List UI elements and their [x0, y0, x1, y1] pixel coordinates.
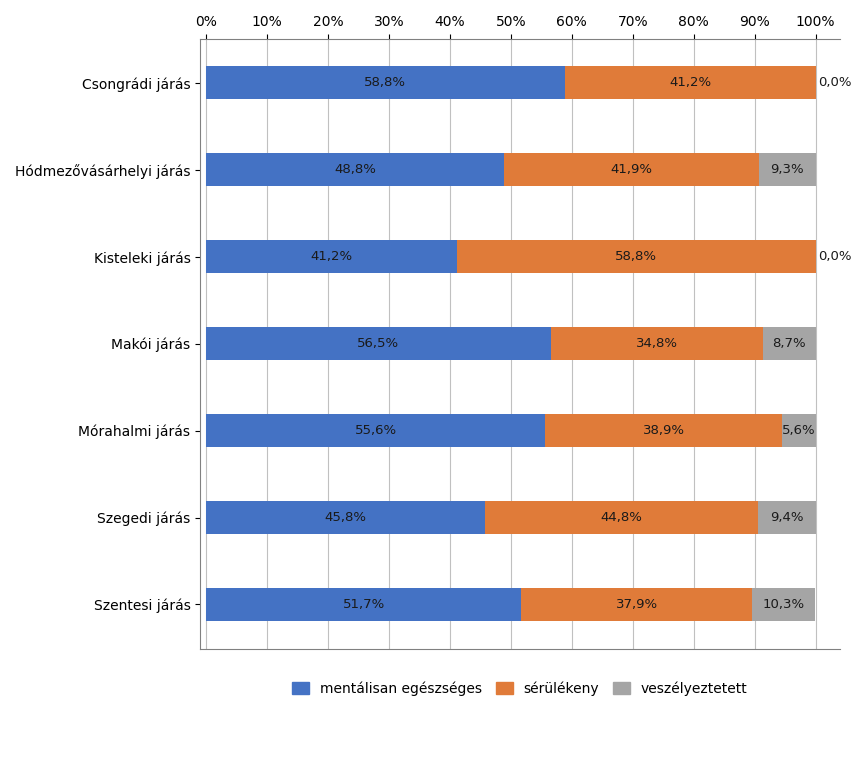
- Text: 41,2%: 41,2%: [311, 250, 352, 263]
- Bar: [759, 154, 816, 186]
- Bar: [551, 327, 762, 360]
- Text: 58,8%: 58,8%: [365, 76, 406, 90]
- Text: 34,8%: 34,8%: [636, 337, 677, 350]
- Text: 8,7%: 8,7%: [772, 337, 806, 350]
- Bar: [206, 327, 551, 360]
- Text: 9,3%: 9,3%: [771, 164, 804, 177]
- Bar: [759, 501, 816, 534]
- Text: 37,9%: 37,9%: [616, 598, 658, 611]
- Bar: [206, 501, 485, 534]
- Bar: [753, 588, 815, 621]
- Bar: [206, 240, 457, 273]
- Bar: [565, 66, 816, 100]
- Bar: [206, 588, 521, 621]
- Text: 55,6%: 55,6%: [354, 424, 397, 437]
- Bar: [457, 240, 816, 273]
- Text: 0,0%: 0,0%: [818, 250, 852, 263]
- Bar: [521, 588, 753, 621]
- Legend: mentálisan egészséges, sérülékeny, veszélyeztetett: mentálisan egészséges, sérülékeny, veszé…: [286, 674, 755, 702]
- Text: 38,9%: 38,9%: [643, 424, 684, 437]
- Text: 41,2%: 41,2%: [669, 76, 711, 90]
- Text: 10,3%: 10,3%: [762, 598, 805, 611]
- Text: 0,0%: 0,0%: [818, 76, 852, 90]
- Text: 58,8%: 58,8%: [616, 250, 657, 263]
- Bar: [485, 501, 759, 534]
- Bar: [504, 154, 759, 186]
- Text: 41,9%: 41,9%: [611, 164, 652, 177]
- Text: 44,8%: 44,8%: [601, 511, 643, 524]
- Text: 45,8%: 45,8%: [325, 511, 367, 524]
- Bar: [762, 327, 816, 360]
- Bar: [206, 154, 504, 186]
- Bar: [206, 414, 545, 447]
- Text: 51,7%: 51,7%: [343, 598, 385, 611]
- Text: 48,8%: 48,8%: [334, 164, 376, 177]
- Text: 5,6%: 5,6%: [782, 424, 816, 437]
- Bar: [782, 414, 816, 447]
- Text: 9,4%: 9,4%: [770, 511, 804, 524]
- Bar: [206, 66, 565, 100]
- Text: 56,5%: 56,5%: [358, 337, 399, 350]
- Bar: [545, 414, 782, 447]
